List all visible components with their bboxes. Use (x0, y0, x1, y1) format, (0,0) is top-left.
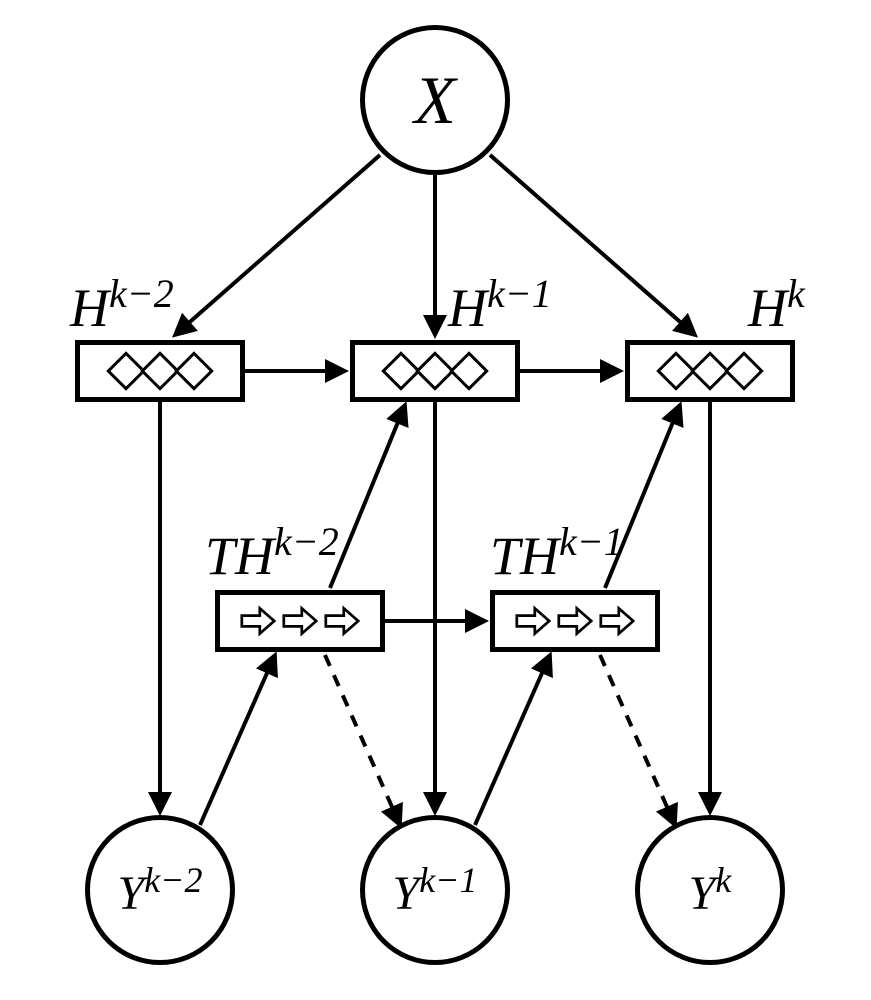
node-X: X (360, 25, 510, 175)
edge-Y_km1-to-TH_km1 (475, 655, 550, 825)
edge-X-to-H_km2 (175, 155, 380, 335)
diamond-icon (174, 351, 214, 391)
arrow-right-icon (324, 605, 360, 637)
node-H-k (625, 340, 795, 402)
arrow-right-icon (557, 605, 593, 637)
node-TH-km2 (215, 590, 385, 652)
label-H-k: Hk (748, 270, 805, 339)
node-H-km1 (350, 340, 520, 402)
diamond-icon (449, 351, 489, 391)
diamond-icon (724, 351, 764, 391)
label-TH-km1: THk−1 (490, 518, 624, 587)
node-H-km2 (75, 340, 245, 402)
node-Y-k: Yk (635, 815, 785, 965)
node-Y-km1: Yk−1 (360, 815, 510, 965)
node-Y-km2: Yk−2 (85, 815, 235, 965)
arrow-right-icon (282, 605, 318, 637)
label-H-km1: Hk−1 (448, 270, 552, 339)
node-TH-km1 (490, 590, 660, 652)
label-TH-km2: THk−2 (205, 518, 339, 587)
edge-TH_km2-to-H_km1 (330, 405, 405, 588)
edge-Y_km2-to-TH_km2 (200, 655, 275, 825)
arrow-right-icon (240, 605, 276, 637)
edge-TH_km2-to-Y_km1 (325, 655, 400, 825)
arrow-right-icon (599, 605, 635, 637)
arrow-right-icon (515, 605, 551, 637)
label-H-km2: Hk−2 (70, 270, 174, 339)
diagram-canvas: X Yk−2 Yk−1 Yk Hk−2 Hk−1 Hk THk−2 THk−1 (0, 0, 871, 1000)
edge-TH_km1-to-Y_k (600, 655, 675, 825)
